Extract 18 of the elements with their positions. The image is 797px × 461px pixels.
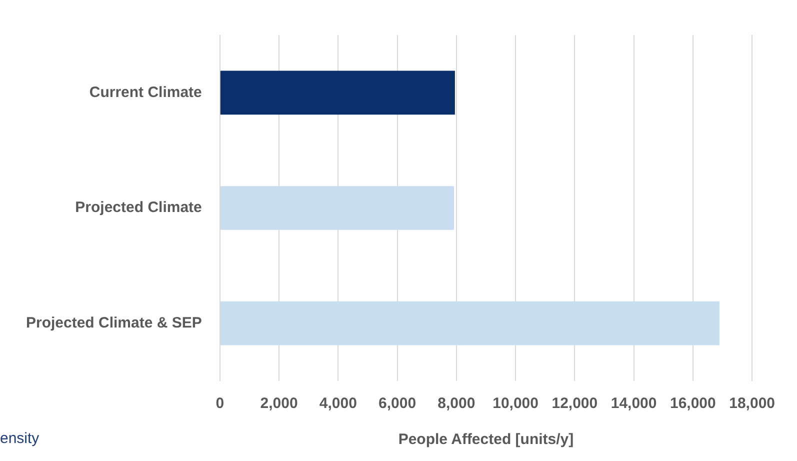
- x-tick-label: 12,000: [552, 395, 598, 412]
- y-tick-label: Projected Climate & SEP: [26, 314, 202, 332]
- text: ensity: [0, 430, 40, 447]
- bar: [220, 70, 455, 115]
- y-tick-label: Current Climate: [89, 84, 202, 101]
- bar: [220, 301, 720, 346]
- x-tick-label: 4,000: [319, 395, 357, 412]
- x-tick-label: 8,000: [438, 395, 476, 412]
- x-tick-label: 16,000: [670, 395, 716, 412]
- x-axis-title: People Affected [units/y]: [398, 431, 574, 448]
- x-tick-label: 10,000: [492, 395, 538, 412]
- y-tick-label: Projected Climate: [75, 199, 202, 216]
- x-tick-label: 14,000: [610, 395, 657, 412]
- x-tick-label: 18,000: [729, 395, 776, 412]
- x-tick-label: 0: [216, 395, 224, 412]
- bar: [220, 186, 454, 230]
- x-tick-label: 2,000: [260, 395, 298, 412]
- x-tick-label: 6,000: [378, 395, 416, 412]
